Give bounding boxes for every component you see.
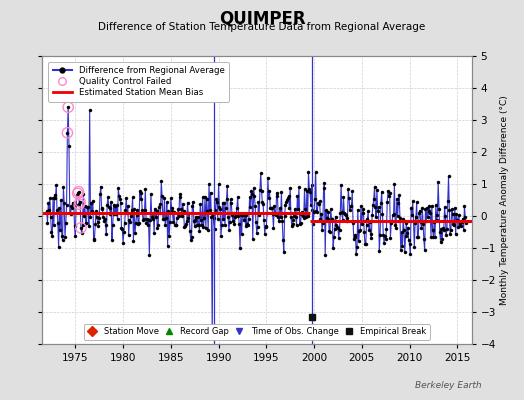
Point — [75, 201, 83, 208]
Legend: Station Move, Record Gap, Time of Obs. Change, Empirical Break: Station Move, Record Gap, Time of Obs. C… — [84, 324, 430, 340]
Point — [74, 188, 83, 195]
Text: Difference of Station Temperature Data from Regional Average: Difference of Station Temperature Data f… — [99, 22, 425, 32]
Point — [76, 199, 84, 205]
Point — [77, 225, 85, 231]
Point — [63, 130, 72, 136]
Text: QUIMPER: QUIMPER — [219, 10, 305, 28]
Y-axis label: Monthly Temperature Anomaly Difference (°C): Monthly Temperature Anomaly Difference (… — [500, 95, 509, 305]
Point — [64, 104, 72, 110]
Point — [73, 190, 82, 196]
Text: Berkeley Earth: Berkeley Earth — [416, 381, 482, 390]
